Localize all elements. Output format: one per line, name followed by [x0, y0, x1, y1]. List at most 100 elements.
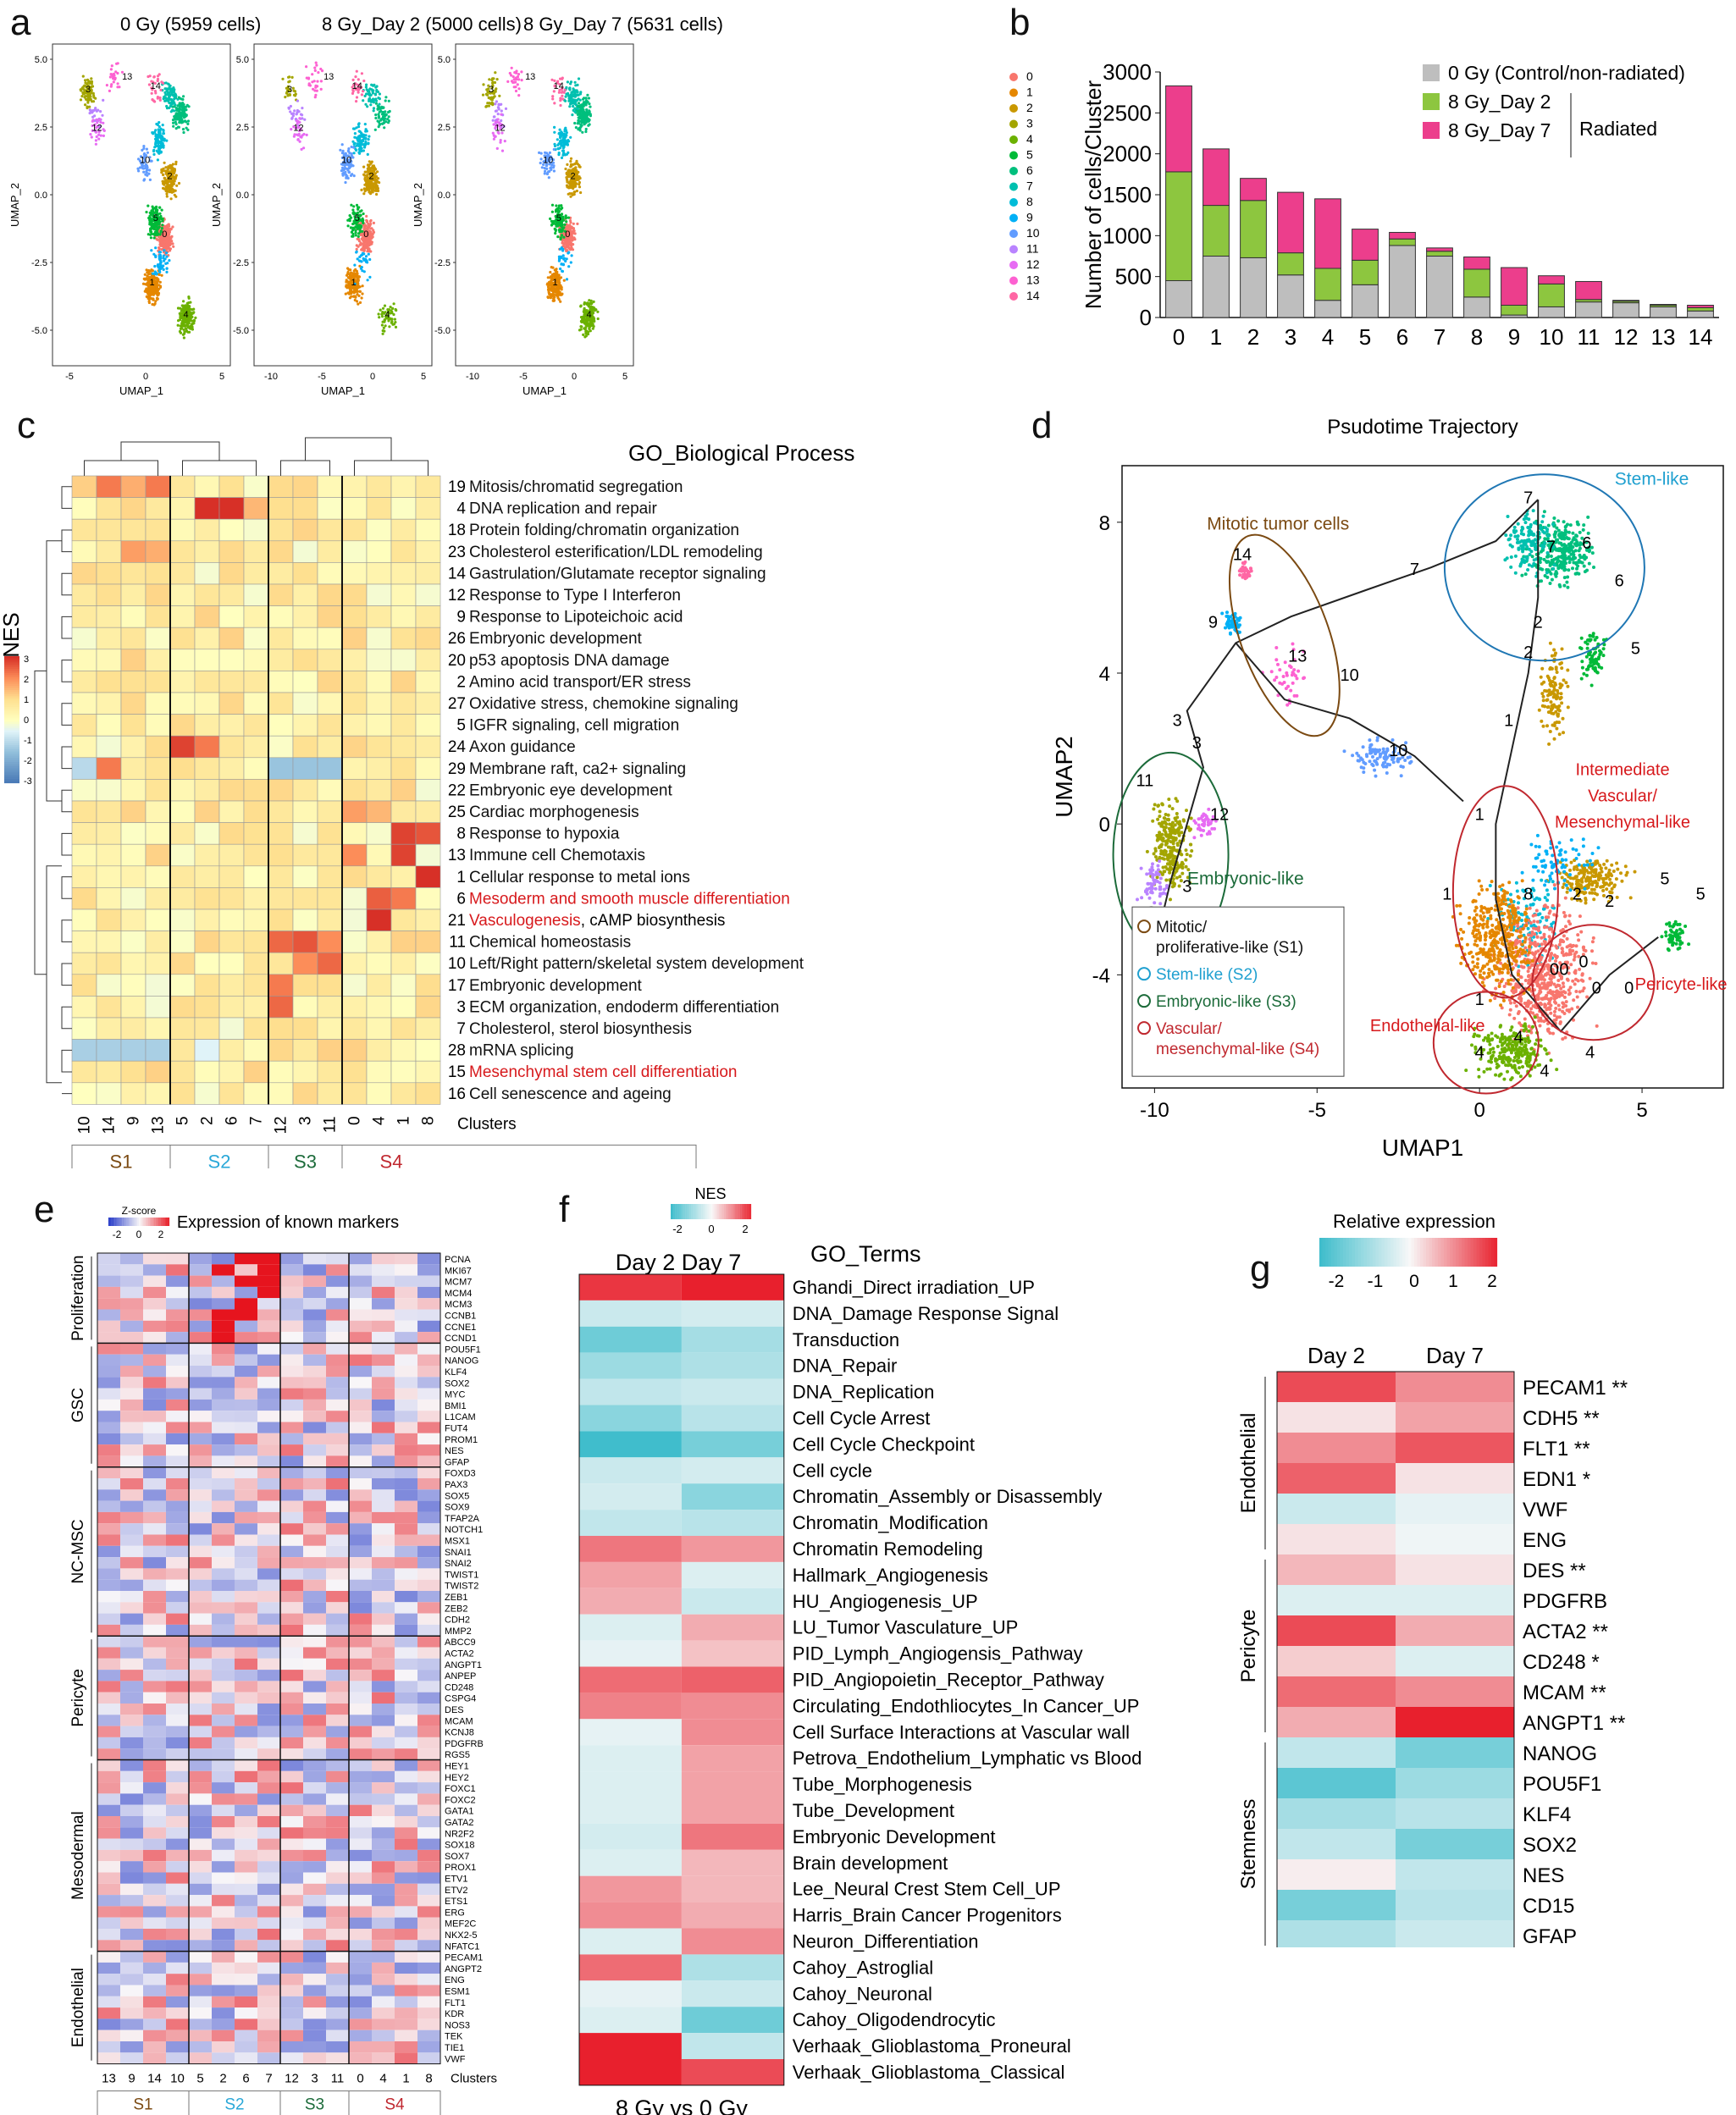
umap-point — [376, 90, 379, 93]
heatmap-cell — [317, 518, 343, 542]
umap-ytick: 5.0 — [438, 55, 451, 65]
b-xtick: 11 — [1578, 324, 1601, 350]
umap-point — [360, 248, 363, 251]
umap-point — [152, 286, 156, 290]
trajectory-point — [1170, 807, 1175, 811]
c-row-label: Oxidative stress, chemokine signaling — [469, 695, 738, 713]
heatmap-cell — [341, 583, 368, 606]
bar-13-0 — [1650, 306, 1677, 318]
heatmap-cell — [120, 757, 147, 780]
umap-point — [151, 205, 154, 208]
c-cluster-label: 0 — [346, 1116, 364, 1125]
umap-point — [362, 79, 366, 83]
umap-point — [190, 314, 193, 318]
heatmap-cell — [366, 822, 392, 845]
umap-point — [363, 170, 367, 174]
c-cluster-label: 14 — [101, 1116, 119, 1135]
umap-point — [307, 83, 311, 87]
c-colorbar-step — [4, 713, 19, 716]
umap-point — [577, 122, 580, 125]
umap-point — [287, 80, 290, 84]
umap-point — [364, 142, 368, 146]
c-row-id: 20 — [448, 652, 466, 670]
heatmap-cell — [145, 800, 171, 823]
umap-point — [543, 172, 546, 175]
umap-point — [560, 234, 564, 237]
heatmap-cell — [341, 800, 368, 823]
c-cluster-label: 1 — [395, 1116, 413, 1125]
umap-point — [351, 140, 355, 143]
heatmap-cell — [268, 800, 294, 823]
umap-point — [357, 235, 360, 238]
umap-point — [158, 73, 161, 76]
heatmap-cell — [169, 475, 196, 498]
heatmap-cell — [71, 583, 97, 606]
heatmap-cell — [194, 822, 220, 845]
heatmap-cell — [366, 562, 392, 585]
heatmap-cell — [268, 627, 294, 650]
umap-point — [368, 241, 372, 245]
c-colorbar-step — [4, 730, 19, 733]
umap-point — [374, 185, 379, 189]
umap-point — [296, 138, 300, 141]
umap-point — [500, 119, 503, 123]
umap-point — [374, 116, 378, 120]
umap-point — [88, 112, 91, 115]
heatmap-cell — [268, 865, 294, 888]
heatmap-cell — [71, 627, 97, 650]
umap-ytick: 2.5 — [438, 123, 451, 133]
umap-point — [140, 162, 144, 165]
umap-cluster-label: 5 — [153, 213, 158, 224]
heatmap-cell — [120, 930, 147, 953]
umap-point — [153, 273, 157, 276]
umap-point — [564, 99, 567, 102]
umap-point — [163, 234, 167, 237]
umap-point — [162, 268, 165, 271]
c-row-label: Mesoderm and smooth muscle differentiati… — [469, 890, 790, 908]
umap-point — [377, 177, 380, 180]
c-row-id: 28 — [448, 1042, 466, 1060]
umap-cluster-label: 0 — [162, 229, 167, 240]
heatmap-cell — [292, 757, 318, 780]
c-cluster-label: 12 — [273, 1116, 290, 1134]
c-colorbar-step — [4, 660, 19, 663]
umap-point — [96, 121, 99, 124]
umap-point — [353, 135, 357, 139]
heatmap-cell — [71, 562, 97, 585]
heatmap-cell — [96, 1039, 122, 1062]
umap-point — [365, 92, 368, 96]
umap-point — [570, 192, 573, 196]
heatmap-cell — [96, 843, 122, 867]
umap-point — [561, 153, 565, 157]
legend-label: 4 — [1026, 132, 1033, 146]
umap-point — [560, 204, 563, 207]
heatmap-cell — [341, 475, 368, 498]
heatmap-cell — [71, 475, 97, 498]
umap-point — [99, 134, 102, 137]
umap-point — [171, 242, 174, 246]
umap-point — [557, 152, 561, 155]
umap-point — [159, 214, 163, 218]
umap-point — [352, 152, 356, 155]
umap-point — [559, 97, 562, 100]
c-row-label: Amino acid transport/ER stress — [469, 673, 691, 691]
umap-point — [149, 284, 152, 288]
heatmap-cell — [243, 497, 269, 520]
umap-point — [352, 146, 356, 149]
umap-frame — [52, 43, 231, 367]
heatmap-cell — [292, 779, 318, 802]
umap-point — [164, 166, 168, 169]
umap-point — [160, 227, 163, 230]
umap-point — [143, 178, 147, 181]
heatmap-cell — [243, 475, 269, 498]
umap-point — [579, 91, 583, 94]
c-colorbar-step — [4, 721, 19, 725]
umap-point — [170, 170, 174, 174]
umap-point — [381, 111, 384, 114]
heatmap-cell — [96, 822, 122, 845]
heatmap-cell — [390, 627, 417, 650]
heatmap-cell — [292, 865, 318, 888]
heatmap-cell — [218, 583, 245, 606]
umap-point — [110, 64, 113, 68]
bar-6-1 — [1389, 238, 1416, 246]
